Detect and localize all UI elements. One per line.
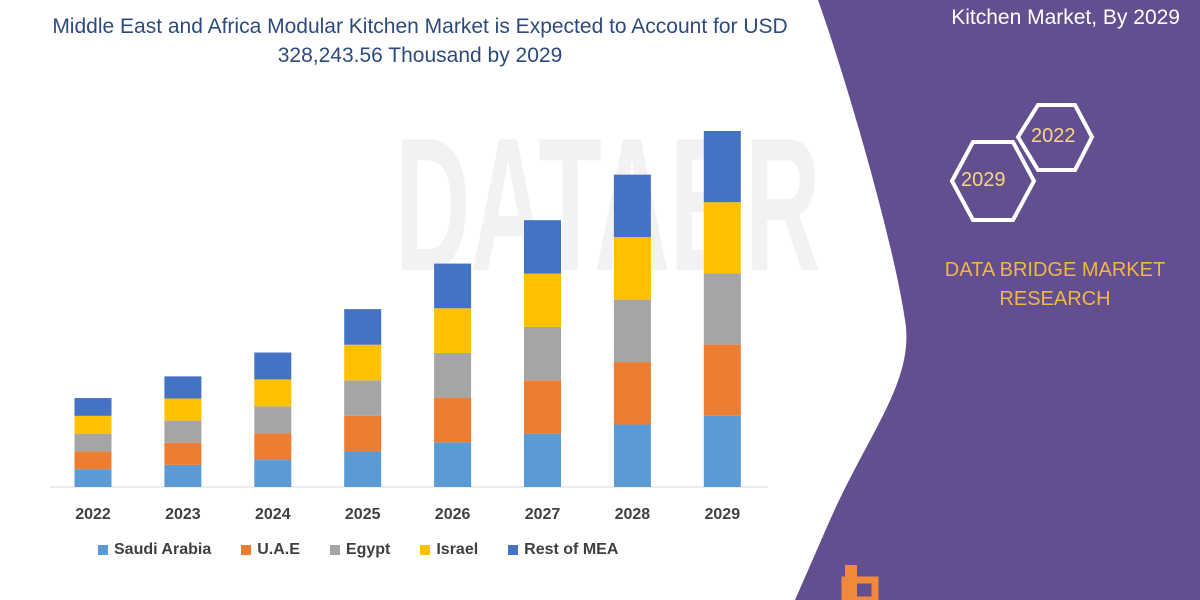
legend-label: Saudi Arabia: [114, 541, 212, 558]
bar-2027-egypt: [524, 326, 561, 381]
bar-2028-egypt: [613, 299, 651, 363]
bar-2022-saudi-arabia: [74, 469, 112, 487]
brand-name: DATA BRIDGE MARKET RESEARCH: [944, 259, 1166, 310]
bar-2026-rest-of-mea: [434, 263, 472, 309]
bar-2022-rest-of-mea: [74, 398, 112, 416]
bar-2026-u-a-e: [434, 397, 472, 443]
bar-2026-israel: [434, 308, 472, 353]
legend-swatch: [420, 545, 431, 555]
legend: Saudi Arabia U.A.E Egypt Israel Rest of MEA: [98, 541, 648, 559]
bar-2022-egypt: [74, 433, 112, 452]
bar-2022-u-a-e: [74, 451, 112, 470]
legend-label: Israel: [436, 541, 479, 558]
bar-2024-egypt: [254, 406, 292, 434]
legend-item: Israel: [420, 541, 478, 559]
bar-2029-israel: [703, 202, 741, 274]
bar-2024-saudi-arabia: [254, 460, 292, 487]
bar-2025-egypt: [344, 380, 382, 416]
legend-swatch: [98, 545, 108, 555]
x-tick-label: 2025: [345, 506, 381, 523]
bar-2023-egypt: [164, 420, 202, 443]
chart-title: Middle East and Africa Modular Kitchen M…: [52, 15, 788, 67]
bar-2022-israel: [74, 415, 112, 434]
bar-2025-u-a-e: [344, 415, 382, 452]
bar-2026-saudi-arabia: [434, 442, 472, 487]
x-tick-label: 2026: [435, 506, 471, 523]
bar-2027-saudi-arabia: [524, 433, 561, 487]
x-tick-label: 2022: [75, 506, 111, 523]
hexagon-2022: [1015, 103, 1095, 172]
legend-swatch: [508, 545, 519, 555]
bar-2029-egypt: [703, 273, 741, 345]
x-tick-label: 2024: [255, 506, 291, 523]
x-tick-label: 2023: [165, 506, 201, 523]
bar-2029-u-a-e: [703, 344, 741, 416]
bar-2023-rest-of-mea: [164, 376, 202, 399]
bar-2023-u-a-e: [164, 442, 202, 465]
bar-2024-u-a-e: [254, 433, 292, 461]
bar-2028-rest-of-mea: [613, 174, 651, 238]
bar-2028-israel: [613, 237, 651, 300]
legend-label: Rest of MEA: [524, 541, 619, 558]
bar-2026-egypt: [434, 352, 472, 398]
legend-item: U.A.E: [241, 541, 300, 559]
bar-2025-saudi-arabia: [344, 451, 382, 487]
bar-2027-u-a-e: [524, 380, 561, 434]
hexagon-2029: [949, 140, 1037, 222]
bar-2023-israel: [164, 398, 202, 421]
bar-2027-israel: [524, 273, 561, 327]
stacked-bar-chart: 2022 2023 2024 2025 2026 2027 2028 2029: [50, 131, 768, 523]
bar-2029-saudi-arabia: [703, 415, 741, 487]
legend-item: Saudi Arabia: [98, 541, 211, 559]
legend-item: Rest of MEA: [508, 541, 618, 559]
bar-2025-israel: [344, 344, 382, 381]
hex-year-2022: 2022: [1031, 125, 1076, 147]
x-tick-label: 2027: [525, 506, 561, 523]
legend-swatch: [329, 545, 340, 555]
side-panel-title: Kitchen Market, By 2029: [951, 6, 1180, 29]
bar-2023-saudi-arabia: [164, 464, 202, 487]
legend-item: Egypt: [329, 541, 391, 559]
bar-2029-rest-of-mea: [703, 131, 741, 203]
bar-2024-rest-of-mea: [254, 352, 292, 380]
bar-2027-rest-of-mea: [524, 220, 561, 274]
bar-2025-rest-of-mea: [344, 309, 382, 345]
x-tick-label: 2028: [615, 506, 651, 523]
bar-2024-israel: [254, 379, 292, 407]
bar-2028-saudi-arabia: [613, 424, 651, 487]
x-tick-label: 2029: [705, 506, 741, 523]
brand-logo: [841, 565, 879, 600]
side-panel: [795, 0, 1200, 600]
legend-swatch: [241, 545, 252, 555]
legend-label: Egypt: [345, 541, 391, 558]
legend-label: U.A.E: [257, 541, 300, 558]
bar-2028-u-a-e: [613, 362, 651, 425]
hex-year-2029: 2029: [961, 169, 1006, 191]
